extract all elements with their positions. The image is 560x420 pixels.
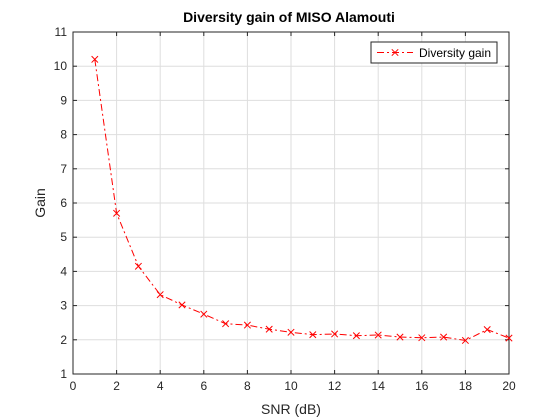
y-tick-label: 7 — [60, 162, 67, 176]
data-point — [222, 320, 230, 328]
data-point — [91, 55, 99, 63]
data-point — [483, 325, 491, 334]
marker-stroke — [91, 55, 99, 63]
marker-stroke — [200, 310, 208, 318]
marker-stroke — [374, 331, 382, 339]
data-point — [440, 333, 448, 341]
legend-marker-x — [391, 48, 399, 57]
y-tick-label: 2 — [60, 333, 67, 347]
chart-title: Diversity gain of MISO Alamouti — [183, 9, 395, 25]
marker-stroke — [243, 321, 251, 329]
marker-stroke — [391, 48, 399, 57]
x-tick-label: 14 — [372, 379, 386, 393]
grid — [72, 31, 510, 375]
data-point — [309, 331, 317, 339]
y-tick-label: 1 — [60, 367, 67, 381]
marker-stroke — [418, 334, 426, 342]
marker-stroke — [134, 262, 142, 270]
legend: Diversity gain — [370, 41, 498, 64]
y-tick-label: 4 — [60, 264, 67, 278]
x-tick-label: 16 — [415, 379, 429, 393]
x-tick-label: 0 — [70, 379, 77, 393]
data-point — [243, 321, 251, 329]
marker-stroke — [287, 328, 295, 336]
data-point — [461, 336, 469, 345]
x-tick-label: 12 — [328, 379, 342, 393]
series-layer — [91, 55, 513, 345]
marker-stroke — [113, 209, 121, 217]
marker-stroke — [483, 325, 491, 334]
data-point — [200, 310, 208, 318]
y-tick-label: 5 — [60, 230, 67, 244]
marker-stroke — [222, 320, 230, 328]
marker-stroke — [352, 332, 360, 340]
marker-stroke — [309, 331, 317, 339]
data-point — [374, 331, 382, 339]
y-tick-label: 9 — [60, 93, 67, 107]
y-tick-label: 6 — [60, 196, 67, 210]
marker-stroke — [396, 333, 404, 341]
data-point — [178, 301, 186, 309]
x-axis-title: SNR (dB) — [261, 401, 321, 417]
series-line — [94, 59, 510, 341]
marker-stroke — [265, 325, 273, 333]
legend-series-label: Diversity gain — [419, 46, 491, 60]
data-point — [331, 330, 339, 338]
y-tick-label: 8 — [60, 128, 67, 142]
marker-stroke — [505, 334, 513, 342]
marker-stroke — [461, 336, 469, 345]
data-point — [505, 334, 513, 342]
x-tick-label: 8 — [244, 379, 251, 393]
y-tick-label: 3 — [60, 299, 67, 313]
x-tick-label: 18 — [459, 379, 473, 393]
data-point — [113, 209, 121, 217]
x-tick-label: 4 — [157, 379, 164, 393]
marker-stroke — [156, 291, 164, 299]
data-point — [265, 325, 273, 333]
legend-series-swatch — [377, 48, 413, 57]
x-tick-label: 6 — [200, 379, 207, 393]
y-axis-title: Gain — [32, 188, 48, 218]
marker-stroke — [178, 301, 186, 309]
data-point — [396, 333, 404, 341]
y-tick-label: 10 — [54, 59, 68, 73]
x-tick-label: 2 — [113, 379, 120, 393]
x-tick-label: 10 — [284, 379, 298, 393]
data-point — [352, 332, 360, 340]
data-point — [287, 328, 295, 336]
y-tick-label: 11 — [55, 25, 68, 39]
data-point — [156, 291, 164, 299]
marker-stroke — [440, 333, 448, 341]
legend-box — [370, 41, 498, 64]
x-tick-label: 20 — [502, 379, 516, 393]
data-point — [418, 334, 426, 342]
marker-stroke — [331, 330, 339, 338]
data-point — [134, 262, 142, 270]
